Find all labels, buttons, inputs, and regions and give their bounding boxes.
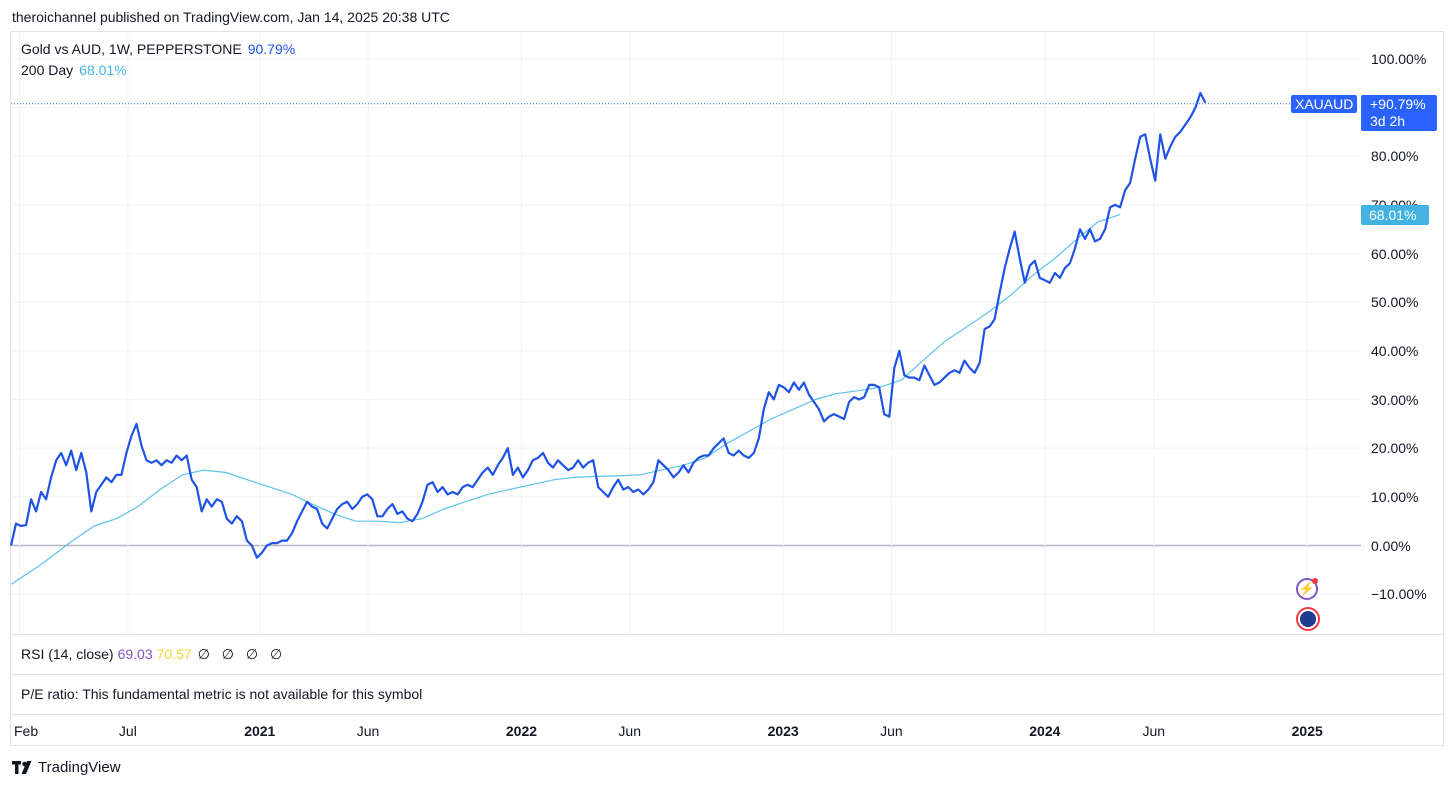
tradingview-brand-label: TradingView	[38, 759, 121, 776]
rsi-value: 69.03	[117, 646, 153, 662]
chart-frame	[10, 31, 1444, 746]
y-tick-label: 20.00%	[1371, 440, 1419, 457]
x-tick-label: Jun	[880, 723, 903, 739]
x-tick-label: Jun	[618, 723, 641, 739]
y-tick-label: 0.00%	[1371, 537, 1411, 554]
y-tick-label: 50.00%	[1371, 294, 1419, 311]
y-tick-label: 40.00%	[1371, 342, 1419, 359]
rsi-ma-value: 70.57	[156, 646, 192, 662]
x-tick-label: Jul	[118, 723, 137, 739]
y-tick-label: 10.00%	[1371, 488, 1419, 505]
x-tick-label: Jun	[356, 723, 380, 739]
x-tick-label: 2023	[767, 723, 799, 739]
x-tick-label: 2025	[1291, 723, 1323, 739]
lightning-event-icon[interactable]: ⚡	[1296, 578, 1318, 600]
x-tick-label: 2024	[1029, 723, 1061, 739]
main-legend[interactable]: Gold vs AUD, 1W, PEPPERSTONE 90.79%	[21, 41, 295, 57]
y-tick-label: 60.00%	[1371, 245, 1419, 262]
main-legend-title: Gold vs AUD, 1W, PEPPERSTONE	[21, 41, 242, 57]
rsi-label: RSI (14, close)	[21, 646, 114, 662]
x-tick-label: 2021	[244, 723, 276, 739]
tradingview-brand[interactable]: TradingView	[12, 759, 121, 776]
ma-tag: 68.01%	[1361, 205, 1429, 225]
y-tick-label: −10.00%	[1371, 586, 1427, 603]
event-dot-icon	[1312, 578, 1318, 584]
pane-separator	[11, 714, 1443, 715]
x-tick-label: Jun	[1142, 723, 1166, 739]
pane-separator[interactable]	[11, 634, 1443, 635]
price-tag: +90.79% 3d 2h	[1361, 95, 1437, 131]
y-tick-label: 80.00%	[1371, 148, 1419, 165]
price-series-line[interactable]	[9, 91, 1207, 559]
y-tick-label: 100.00%	[1371, 50, 1427, 67]
ma-series-line[interactable]	[10, 214, 1121, 585]
symbol-tag: XAUAUD	[1291, 95, 1358, 113]
ma-legend-title: 200 Day	[21, 62, 74, 78]
rsi-na-values: ∅ ∅ ∅ ∅	[197, 646, 287, 662]
x-tick-label: 2022	[505, 723, 538, 739]
tradingview-logo-icon	[12, 760, 32, 774]
ma-legend-value: 68.01%	[79, 62, 127, 78]
price-tag-countdown: 3d 2h	[1370, 113, 1406, 129]
australia-flag-icon[interactable]	[1296, 607, 1320, 631]
y-tick-label: 30.00%	[1371, 391, 1419, 408]
rsi-legend[interactable]: RSI (14, close) 69.03 70.57 ∅ ∅ ∅ ∅	[21, 646, 286, 663]
price-tag-value: +90.79%	[1370, 96, 1426, 112]
x-tick-label: Feb	[14, 723, 39, 739]
ma-legend[interactable]: 200 Day 68.01%	[21, 62, 127, 78]
main-legend-value: 90.79%	[247, 41, 296, 57]
pe-ratio-message: P/E ratio: This fundamental metric is no…	[21, 686, 423, 702]
published-caption: theroichannel published on TradingView.c…	[12, 9, 450, 25]
pane-separator[interactable]	[11, 674, 1443, 675]
